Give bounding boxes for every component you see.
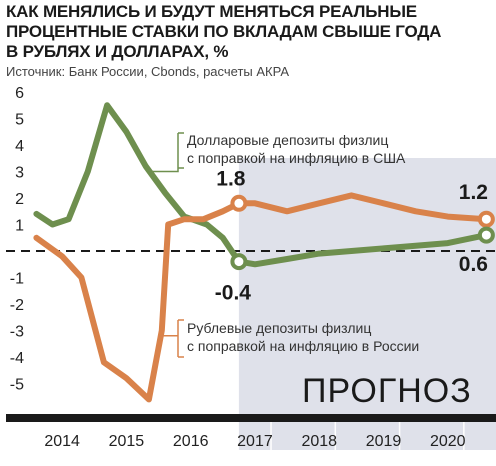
x-tick-label: 2018 xyxy=(301,433,337,450)
marker-usd_2020 xyxy=(477,226,495,244)
series-line-rub xyxy=(33,192,490,403)
y-tick-label: -4 xyxy=(10,350,24,367)
series-label-usd: с поправкой на инфляцию в США xyxy=(187,150,406,166)
series-label-rub: с поправкой на инфляцию в России xyxy=(187,338,419,354)
y-tick-label: -3 xyxy=(10,324,24,341)
end-markers xyxy=(230,194,495,271)
series-label-usd: Долларовые депозиты физлиц xyxy=(187,132,388,148)
x-tick-label: 2019 xyxy=(366,433,402,450)
x-tick-label: 2014 xyxy=(44,433,80,450)
x-tick-label: 2017 xyxy=(237,433,273,450)
series-annotations: Долларовые депозиты физлиц с поправкой на… xyxy=(148,132,419,358)
chart-source: Источник: Банк России, Cbonds, расчеты А… xyxy=(6,64,290,79)
forecast-region xyxy=(238,158,496,450)
usd-leader-line xyxy=(148,133,179,173)
marker-rub_2020 xyxy=(477,210,495,228)
series-line-usd xyxy=(33,102,490,268)
y-tick-label: 5 xyxy=(15,112,24,129)
x-tick-label: 2016 xyxy=(173,433,209,450)
y-tick-label: 2 xyxy=(15,191,24,208)
y-tick-label: 3 xyxy=(15,165,24,182)
data-label-rub_2020: 1.2 xyxy=(459,181,488,204)
chart-title-line-2: ПРОЦЕНТНЫЕ СТАВКИ ПО ВКЛАДАМ СВЫШЕ ГОДА xyxy=(6,22,442,41)
y-tick-label: 4 xyxy=(15,138,24,155)
chart-title: КАК МЕНЯЛИСЬ И БУДУТ МЕНЯТЬСЯ РЕАЛЬНЫЕ П… xyxy=(6,2,492,62)
data-label-usd_2017: -0.4 xyxy=(215,282,252,305)
x-tick-label: 2020 xyxy=(430,433,466,450)
rub-leader-line xyxy=(161,320,179,357)
data-labels: -0.4 1.8 1.2 0.6 xyxy=(215,167,488,304)
y-tick-labels: 6 5 4 3 2 1 -1 -2 -3 -4 -5 xyxy=(10,85,24,394)
y-tick-label: 6 xyxy=(15,85,24,102)
y-tick-label: -5 xyxy=(10,377,24,394)
y-tick-label: 1 xyxy=(15,218,24,235)
x-tick-labels: 2014 2015 2016 2017 2018 2019 2020 xyxy=(44,433,465,450)
x-gridlines xyxy=(270,420,465,452)
y-tick-label: -1 xyxy=(10,271,24,288)
x-tick-label: 2015 xyxy=(109,433,145,450)
series-label-rub: Рублевые депозиты физлиц xyxy=(187,320,371,336)
forecast-label: ПРОГНОЗ xyxy=(302,372,472,410)
y-tick-label: -2 xyxy=(10,297,24,314)
marker-usd_2017 xyxy=(230,253,248,271)
data-label-usd_2020: 0.6 xyxy=(459,253,488,276)
chart-title-line-3: В РУБЛЯХ И ДОЛЛАРАХ, % xyxy=(6,42,229,61)
data-label-rub_2017: 1.8 xyxy=(216,167,246,190)
series-lines xyxy=(33,102,490,403)
marker-rub_2017 xyxy=(230,194,248,212)
chart-title-line-1: КАК МЕНЯЛИСЬ И БУДУТ МЕНЯТЬСЯ РЕАЛЬНЫЕ xyxy=(6,2,417,21)
